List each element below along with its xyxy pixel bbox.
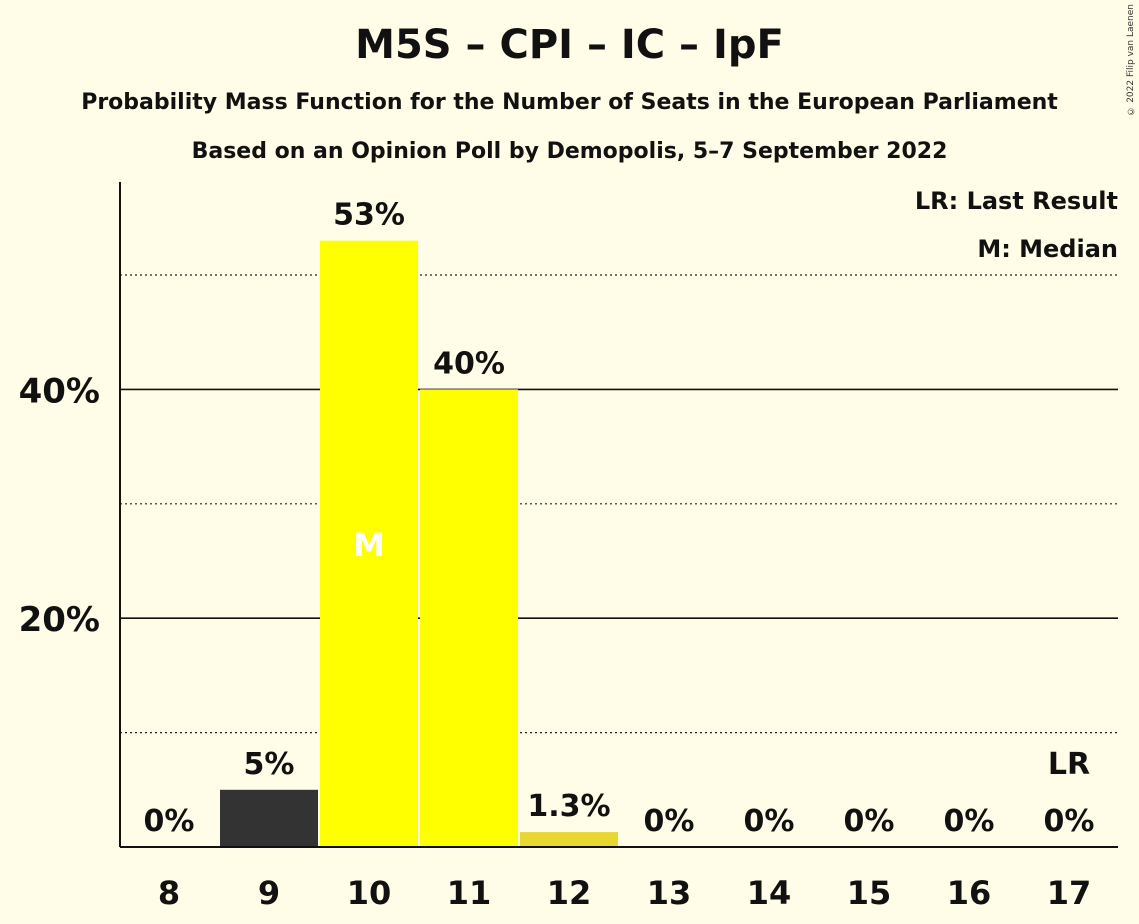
legend-median: M: Median — [977, 235, 1118, 263]
y-tick-label: 20% — [19, 600, 100, 640]
x-tick-label: 9 — [258, 874, 280, 912]
x-tick-label: 12 — [547, 874, 592, 912]
bar-value-label: 1.3% — [527, 789, 610, 824]
bar — [220, 789, 318, 847]
x-tick-label: 11 — [447, 874, 492, 912]
legend-last-result: LR: Last Result — [915, 187, 1118, 215]
bar-value-label: 0% — [1044, 804, 1095, 839]
x-tick-label: 17 — [1047, 874, 1092, 912]
bars — [220, 240, 618, 847]
x-tick-label: 15 — [847, 874, 892, 912]
y-tick-label: 40% — [19, 371, 100, 411]
chart-title: M5S – CPI – IC – IpF — [355, 22, 784, 68]
last-result-marker: LR — [1048, 747, 1090, 782]
bar — [320, 240, 418, 847]
chart-subtitle: Probability Mass Function for the Number… — [81, 90, 1058, 115]
bar-value-label: 53% — [333, 198, 405, 233]
median-marker: M — [353, 526, 385, 564]
bar-value-label: 40% — [433, 346, 505, 381]
labels: 20% 40% 0% 8 5% 9 53% 10 M 40% 11 1.3% 12 0% 13 0% 14 0% 1… — [19, 198, 1095, 912]
bar — [420, 389, 518, 847]
bar-value-label: 0% — [644, 804, 695, 839]
bar-value-label: 5% — [244, 747, 295, 782]
chart-source-subtitle: Based on an Opinion Poll by Demopolis, 5… — [191, 139, 948, 164]
x-tick-label: 13 — [647, 874, 692, 912]
axes — [119, 182, 1118, 848]
bar-value-label: 0% — [944, 804, 995, 839]
bar-value-label: 0% — [144, 804, 195, 839]
bar — [520, 832, 618, 847]
x-tick-label: 10 — [347, 874, 392, 912]
x-tick-label: 8 — [158, 874, 180, 912]
bar-value-label: 0% — [744, 804, 795, 839]
x-tick-label: 14 — [747, 874, 792, 912]
bar-value-label: 0% — [844, 804, 895, 839]
gridlines — [120, 274, 1118, 734]
x-tick-label: 16 — [947, 874, 992, 912]
